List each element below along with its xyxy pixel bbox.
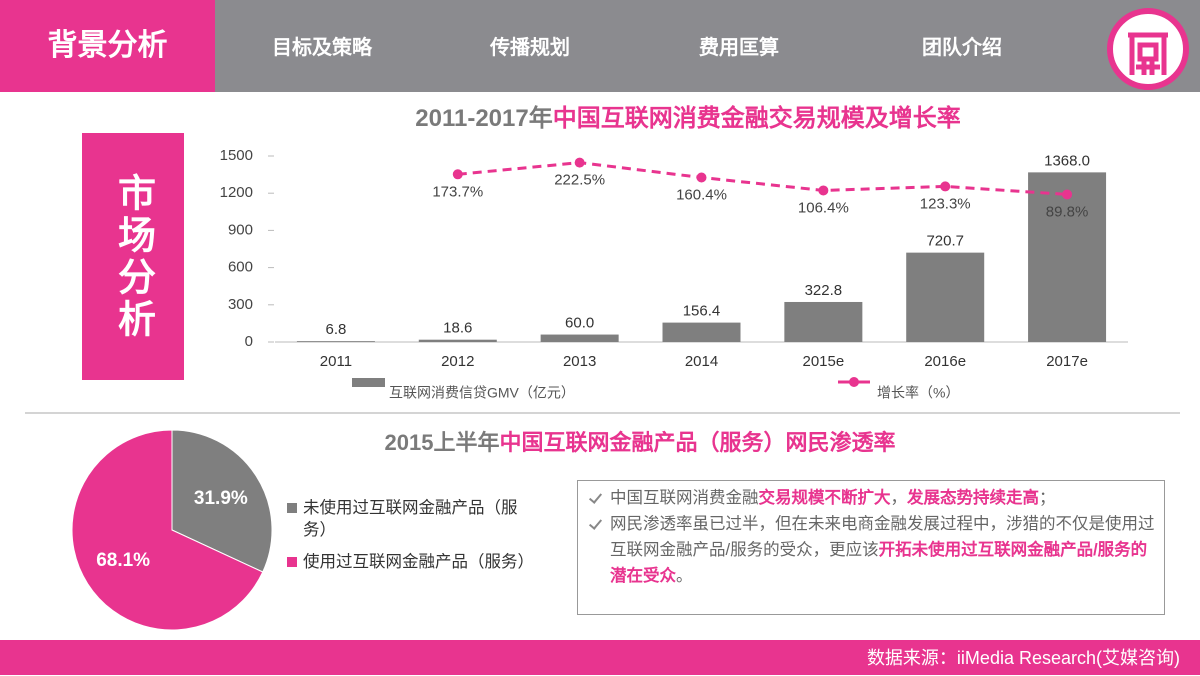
title-part: 中国互联网金融产品（服务）网民渗透率 [499, 430, 895, 455]
slice-label: 31.9% [194, 488, 248, 509]
bar-label: 156.4 [683, 303, 721, 320]
line-label: 160.4% [676, 186, 727, 203]
line-point [1062, 189, 1073, 200]
x-tick-label: 2013 [563, 353, 596, 370]
x-tick-label: 2016e [924, 353, 966, 370]
chart-title: 2011-2017年中国互联网消费金融交易规模及增长率 [415, 104, 960, 132]
logo-glyph [1128, 32, 1168, 75]
line-point [940, 181, 951, 192]
pie-slice [171, 429, 273, 573]
bar [906, 252, 985, 342]
line-label: 222.5% [554, 172, 605, 189]
note-text: 开拓未使用过互联网金融产品/服务的潜在受众 [610, 541, 1148, 585]
nav-item[interactable]: 费用匡算 [699, 37, 779, 59]
bar-label: 1368.0 [1044, 152, 1090, 169]
legend-swatch [352, 378, 385, 387]
legend-swatch [287, 503, 297, 513]
slice-label: 68.1% [96, 550, 150, 571]
bar [784, 301, 863, 342]
source: 数据来源：iiMedia Research(艾媒咨询) [0, 640, 1200, 675]
line-label: 106.4% [798, 199, 849, 216]
logo-ring [1107, 8, 1189, 90]
line-label: 89.8% [1046, 203, 1089, 220]
logo [1107, 8, 1189, 90]
y-tick-label: 900 [228, 221, 253, 238]
legend-label: 使用过互联网金融产品（服务） [303, 553, 534, 571]
bar-label: 18.6 [443, 320, 472, 337]
bar [540, 334, 619, 342]
note-line: 网民渗透率虽已过半，但在未来电商金融发展过程中，涉猎的不仅是使用过互联网金融产品… [584, 511, 1158, 589]
nav-item[interactable]: 传播规划 [490, 37, 570, 59]
bar-label: 60.0 [565, 315, 594, 332]
note-text: 发展态势持续走高 [907, 489, 1039, 507]
line-point [574, 157, 585, 168]
check-icon [588, 516, 603, 530]
y-tick-label: 600 [228, 259, 253, 276]
y-tick-label: 300 [228, 296, 253, 313]
line [457, 161, 1068, 196]
side-label: 市场分析 [82, 133, 184, 380]
line-point [452, 169, 463, 180]
y-tick-label: 1500 [220, 147, 253, 164]
legend-swatch [287, 557, 297, 567]
bar [662, 322, 741, 342]
note-line: 中国互联网消费金融交易规模不断扩大，发展态势持续走高； [584, 485, 1158, 511]
x-tick-label: 2017e [1046, 353, 1088, 370]
x-tick-label: 2011 [320, 353, 352, 370]
line-label: 123.3% [920, 195, 971, 212]
check-icon [588, 490, 603, 504]
legend-dot [849, 377, 859, 387]
bar [1028, 172, 1107, 342]
bar-label: 322.8 [805, 282, 843, 299]
line-point [696, 172, 707, 183]
chart: 2011-2017年中国互联网消费金融交易规模及增长率 0 300 600 900 120… [25, 104, 1180, 631]
bar [296, 341, 375, 342]
legend-item: 使用过互联网金融产品（服务） [287, 551, 537, 573]
note-text: ， [890, 489, 908, 507]
legend-item: 未使用过互联网金融产品（服务） [287, 497, 537, 541]
note-text: ； [1039, 489, 1056, 507]
y-tick-label: 0 [245, 333, 253, 350]
nav-item[interactable]: 团队介绍 [922, 37, 1002, 59]
title-part: 2011-2017年 [415, 104, 552, 132]
pie-slice [71, 429, 264, 631]
line-label: 173.7% [432, 183, 483, 200]
title-part: 中国互联网消费金融交易规模及增长率 [553, 104, 961, 132]
note-text: 中国互联网消费金融 [610, 489, 759, 507]
bar [418, 339, 497, 342]
bar-label: 720.7 [926, 233, 964, 250]
line-point [818, 185, 829, 196]
legend-label: 增长率（%） [877, 385, 959, 401]
x-tick-label: 2012 [441, 353, 474, 370]
notes-box: 中国互联网消费金融交易规模不断扩大，发展态势持续走高； 网民渗透率虽已过半，但在未… [577, 480, 1165, 615]
note-text: 。 [676, 567, 693, 585]
nav-item[interactable]: 目标及策略 [272, 37, 372, 59]
y-tick-label: 1200 [220, 184, 253, 201]
note-text: 交易规模不断扩大 [758, 489, 891, 507]
active-tab[interactable]: 背景分析 [0, 0, 215, 92]
bar-label: 6.8 [325, 321, 346, 338]
legend-label: 互联网消费信贷GMV（亿元） [389, 385, 575, 401]
legend-label: 未使用过互联网金融产品（服务） [303, 499, 518, 539]
chart-title: 2015上半年中国互联网金融产品（服务）网民渗透率 [385, 430, 896, 455]
note-text: 网民渗透率虽已过半，但在未来电商金融发展过程中，涉猎的不仅是使用过互联网金融产品… [610, 515, 1155, 559]
x-tick-label: 2015e [802, 353, 844, 370]
title-part: 2015上半年 [385, 430, 500, 455]
x-tick-label: 2014 [685, 353, 718, 370]
